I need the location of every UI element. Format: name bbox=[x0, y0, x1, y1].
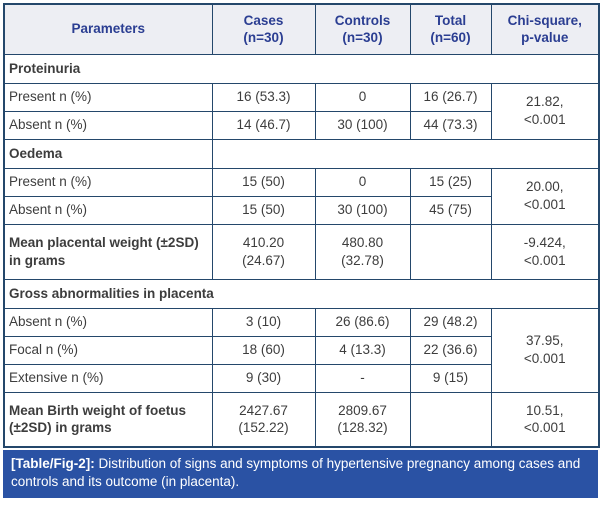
cell-placental-weight-label: Mean placental weight (±2SD) in grams bbox=[3, 223, 213, 280]
col-header-chi-square: Chi-square, p-value bbox=[490, 3, 600, 55]
cell-oedema-present-controls: 0 bbox=[314, 167, 411, 197]
section-label-proteinuria: Proteinuria bbox=[3, 53, 600, 84]
cell-oedema-present-label: Present n (%) bbox=[3, 167, 213, 197]
row-mean-birth-weight: Mean Birth weight of foetus (±2SD) in gr… bbox=[3, 391, 600, 448]
cell-gross-absent-cases: 3 (10) bbox=[211, 307, 316, 337]
cell-placental-weight-total bbox=[409, 223, 492, 280]
col-header-total: Total (n=60) bbox=[409, 3, 492, 55]
cell-proteinuria-present-total: 16 (26.7) bbox=[409, 82, 492, 112]
section-oedema-empty-cell bbox=[211, 138, 600, 169]
cell-gross-chi-square: 37.95, <0.001 bbox=[490, 307, 600, 393]
cell-gross-extensive-label: Extensive n (%) bbox=[3, 363, 213, 393]
section-row-proteinuria: Proteinuria bbox=[3, 53, 600, 84]
cell-oedema-present-total: 15 (25) bbox=[409, 167, 492, 197]
cell-gross-extensive-cases: 9 (30) bbox=[211, 363, 316, 393]
table-fig-2: Parameters Cases (n=30) Controls (n=30) … bbox=[3, 3, 600, 448]
cell-gross-absent-total: 29 (48.2) bbox=[409, 307, 492, 337]
cell-birth-weight-cases: 2427.67 (152.22) bbox=[211, 391, 316, 448]
row-gross-absent: Absent n (%) 3 (10) 26 (86.6) 29 (48.2) … bbox=[3, 307, 600, 393]
header-row: Parameters Cases (n=30) Controls (n=30) … bbox=[3, 3, 600, 55]
cell-oedema-absent-controls: 30 (100) bbox=[314, 195, 411, 225]
cell-proteinuria-absent-total: 44 (73.3) bbox=[409, 110, 492, 140]
caption-text: Distribution of signs and symptoms of hy… bbox=[11, 456, 581, 490]
cell-gross-absent-label: Absent n (%) bbox=[3, 307, 213, 337]
col-header-controls: Controls (n=30) bbox=[314, 3, 411, 55]
cell-gross-focal-total: 22 (36.6) bbox=[409, 335, 492, 365]
cell-gross-extensive-controls: - bbox=[314, 363, 411, 393]
row-gross-extensive: Extensive n (%) 9 (30) - 9 (15) bbox=[3, 363, 599, 393]
cell-gross-focal-cases: 18 (60) bbox=[211, 335, 316, 365]
figure-caption: [Table/Fig-2]: Distribution of signs and… bbox=[3, 450, 598, 499]
cell-oedema-absent-cases: 15 (50) bbox=[211, 195, 316, 225]
cell-birth-weight-t-p-value: 10.51, <0.001 bbox=[490, 391, 600, 448]
cell-birth-weight-label: Mean Birth weight of foetus (±2SD) in gr… bbox=[3, 391, 213, 448]
caption-label: [Table/Fig-2]: bbox=[11, 456, 95, 471]
col-header-cases: Cases (n=30) bbox=[211, 3, 316, 55]
cell-proteinuria-present-controls: 0 bbox=[314, 82, 411, 112]
cell-proteinuria-absent-controls: 30 (100) bbox=[314, 110, 411, 140]
cell-proteinuria-present-label: Present n (%) bbox=[3, 82, 213, 112]
section-row-gross-abnormalities: Gross abnormalities in placenta bbox=[3, 278, 600, 309]
cell-oedema-absent-total: 45 (75) bbox=[409, 195, 492, 225]
col-header-parameters: Parameters bbox=[3, 3, 213, 55]
cell-gross-focal-label: Focal n (%) bbox=[3, 335, 213, 365]
section-label-gross-abnormalities: Gross abnormalities in placenta bbox=[3, 278, 600, 309]
section-row-oedema: Oedema bbox=[3, 138, 600, 169]
row-oedema-present: Present n (%) 15 (50) 0 15 (25) 20.00, <… bbox=[3, 167, 600, 225]
cell-oedema-absent-label: Absent n (%) bbox=[3, 195, 213, 225]
cell-birth-weight-total bbox=[409, 391, 492, 448]
row-mean-placental-weight: Mean placental weight (±2SD) in grams 41… bbox=[3, 223, 600, 280]
row-proteinuria-present: Present n (%) 16 (53.3) 0 16 (26.7) 21.8… bbox=[3, 82, 600, 140]
row-oedema-absent: Absent n (%) 15 (50) 30 (100) 45 (75) bbox=[3, 195, 599, 225]
cell-proteinuria-chi-square: 21.82, <0.001 bbox=[490, 82, 600, 140]
cell-oedema-present-cases: 15 (50) bbox=[211, 167, 316, 197]
cell-birth-weight-controls: 2809.67 (128.32) bbox=[314, 391, 411, 448]
cell-proteinuria-present-cases: 16 (53.3) bbox=[211, 82, 316, 112]
cell-gross-extensive-total: 9 (15) bbox=[409, 363, 492, 393]
cell-placental-weight-t-p-value: -9.424, <0.001 bbox=[490, 223, 600, 280]
cell-gross-absent-controls: 26 (86.6) bbox=[314, 307, 411, 337]
cell-oedema-chi-square: 20.00, <0.001 bbox=[490, 167, 600, 225]
row-gross-focal: Focal n (%) 18 (60) 4 (13.3) 22 (36.6) bbox=[3, 335, 599, 365]
cell-placental-weight-cases: 410.20 (24.67) bbox=[211, 223, 316, 280]
cell-proteinuria-absent-label: Absent n (%) bbox=[3, 110, 213, 140]
row-proteinuria-absent: Absent n (%) 14 (46.7) 30 (100) 44 (73.3… bbox=[3, 110, 599, 140]
cell-placental-weight-controls: 480.80 (32.78) bbox=[314, 223, 411, 280]
cell-proteinuria-absent-cases: 14 (46.7) bbox=[211, 110, 316, 140]
section-label-oedema: Oedema bbox=[3, 138, 213, 169]
cell-gross-focal-controls: 4 (13.3) bbox=[314, 335, 411, 365]
